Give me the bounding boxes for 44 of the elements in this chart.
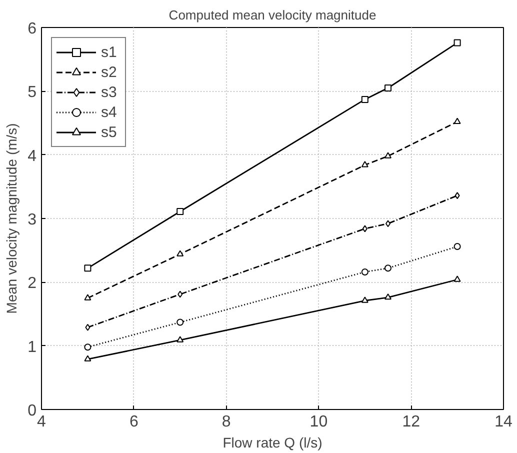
x-tick-label: 10 [310,414,328,430]
point [384,84,392,92]
point [454,39,461,46]
legend-label: s5 [101,124,118,140]
y-tick-label: 1 [28,338,37,356]
x-tick-label: 6 [129,414,138,430]
point [454,118,461,124]
point [361,96,368,103]
point [176,250,184,256]
y-tick-label: 3 [28,212,37,228]
legend-label: s3 [101,84,118,100]
legend-label: s2 [101,64,118,80]
y-axis-title: Mean velocity magnitude (m/s) [4,123,20,314]
y-tick-label: 4 [28,148,37,165]
x-axis-title: Flow rate Q (l/s) [222,434,322,450]
x-tick-label: 12 [402,414,420,430]
point [361,161,368,168]
point [84,294,92,300]
point [178,290,183,298]
point [84,355,92,362]
y-tick-label: 5 [28,84,37,102]
point [176,336,184,342]
point [454,192,460,200]
y-tick-label: 6 [28,20,37,38]
point [384,293,392,300]
point [84,264,92,272]
point [85,324,90,331]
chart-title: Computed mean velocity magnitude [168,8,376,22]
point [176,318,184,326]
point [454,276,461,282]
point [84,344,92,351]
point [361,296,368,303]
point [454,243,461,250]
legend-label: s4 [101,104,118,120]
point [384,264,392,272]
point [176,208,184,215]
point [361,268,368,276]
point [384,152,392,158]
x-tick-label: 8 [222,414,231,430]
point [362,225,368,232]
y-tick-label: 2 [28,275,37,292]
y-tick-label: 0 [28,402,37,420]
x-tick-label: 14 [494,414,512,430]
legend-label: s1 [101,44,118,60]
